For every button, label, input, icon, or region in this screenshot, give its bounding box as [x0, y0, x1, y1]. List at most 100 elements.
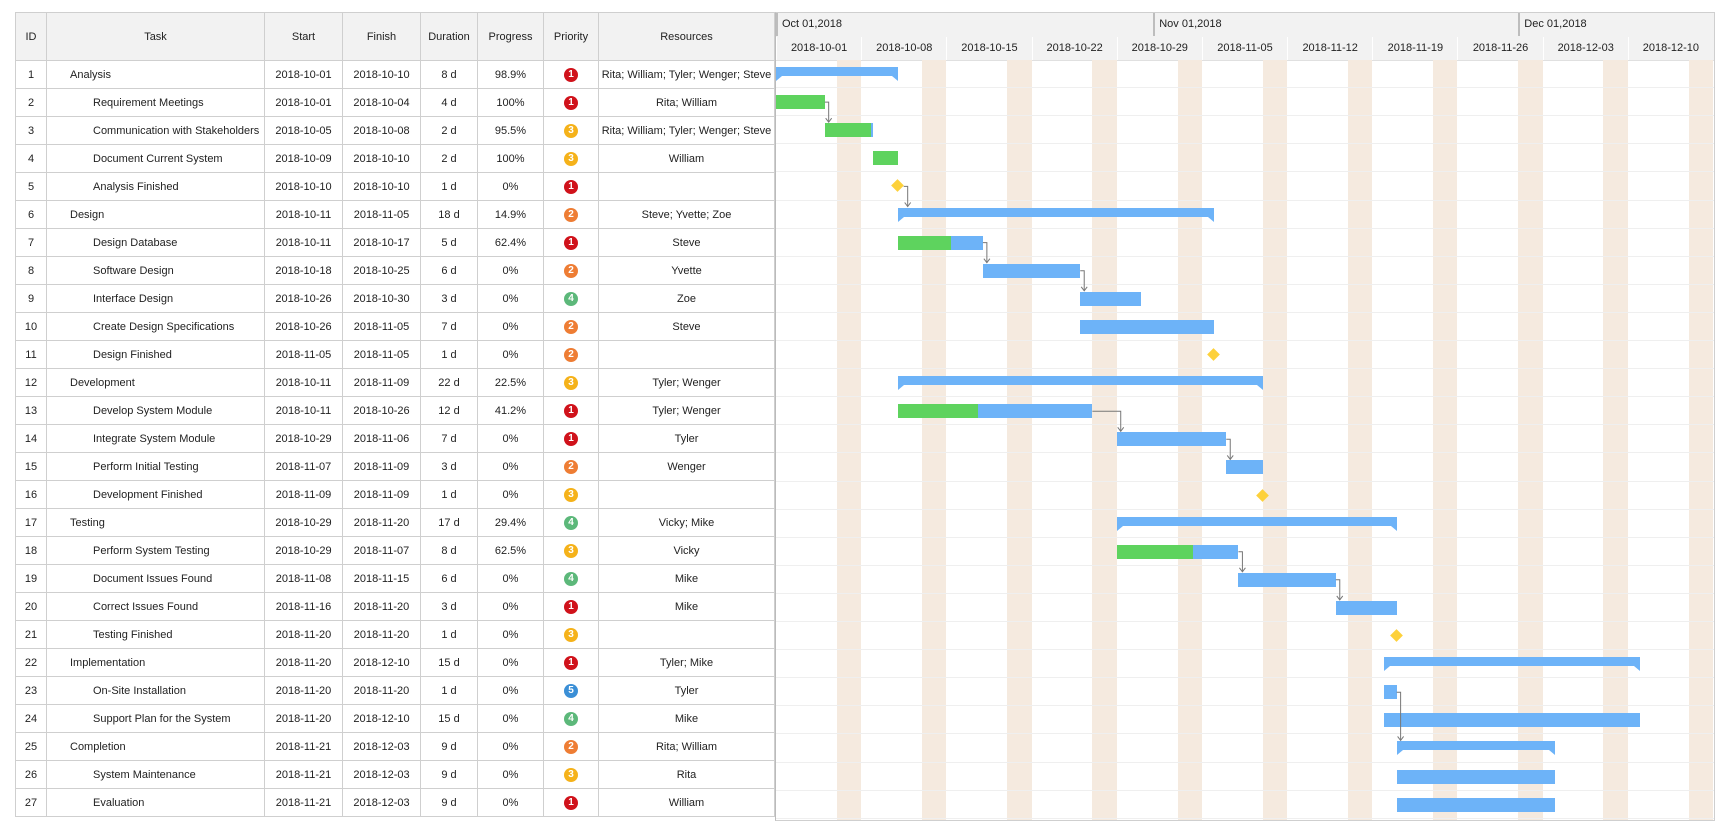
cell-task[interactable]: Development — [46, 368, 265, 397]
cell-resources[interactable] — [598, 172, 775, 201]
cell-start[interactable]: 2018-11-20 — [264, 704, 343, 733]
cell-finish[interactable]: 2018-11-20 — [342, 508, 421, 537]
cell-duration[interactable]: 8 d — [420, 536, 478, 565]
cell-duration[interactable]: 12 d — [420, 396, 478, 425]
cell-duration[interactable]: 7 d — [420, 424, 478, 453]
cell-start[interactable]: 2018-10-18 — [264, 256, 343, 285]
cell-resources[interactable]: William — [598, 144, 775, 173]
cell-priority[interactable]: 3 — [543, 480, 599, 509]
cell-id[interactable]: 25 — [15, 732, 47, 761]
cell-progress[interactable]: 62.5% — [477, 536, 544, 565]
task-bar[interactable] — [1384, 713, 1640, 728]
cell-resources[interactable] — [598, 620, 775, 649]
cell-progress[interactable]: 0% — [477, 480, 544, 509]
cell-progress[interactable]: 22.5% — [477, 368, 544, 397]
cell-progress[interactable]: 0% — [477, 648, 544, 677]
cell-duration[interactable]: 18 d — [420, 200, 478, 229]
cell-start[interactable]: 2018-11-16 — [264, 592, 343, 621]
cell-start[interactable]: 2018-10-01 — [264, 60, 343, 89]
task-bar[interactable] — [1226, 460, 1263, 475]
cell-progress[interactable]: 62.4% — [477, 228, 544, 257]
cell-resources[interactable]: Vicky; Mike — [598, 508, 775, 537]
cell-duration[interactable]: 9 d — [420, 788, 478, 817]
task-bar[interactable] — [1116, 432, 1227, 447]
task-bar[interactable] — [873, 151, 898, 166]
cell-resources[interactable]: Rita; William; Tyler; Wenger; Steve — [598, 60, 775, 89]
task-bar[interactable] — [1384, 685, 1397, 700]
cell-id[interactable]: 15 — [15, 452, 47, 481]
cell-duration[interactable]: 15 d — [420, 648, 478, 677]
cell-finish[interactable]: 2018-12-03 — [342, 788, 421, 817]
cell-duration[interactable]: 1 d — [420, 620, 478, 649]
cell-progress[interactable]: 0% — [477, 452, 544, 481]
cell-finish[interactable]: 2018-11-05 — [342, 200, 421, 229]
table-row[interactable]: 25 Completion 2018-11-21 2018-12-03 9 d 0% 2 Ri… — [15, 732, 775, 761]
summary-bar[interactable] — [1384, 657, 1640, 672]
cell-finish[interactable]: 2018-11-09 — [342, 480, 421, 509]
cell-priority[interactable]: 2 — [543, 452, 599, 481]
cell-priority[interactable]: 4 — [543, 508, 599, 537]
table-row[interactable]: 3 Communication with Stakeholders 2018-10-… — [15, 116, 775, 145]
cell-task[interactable]: Development Finished — [46, 480, 265, 509]
table-row[interactable]: 18 Perform System Testing 2018-10-29 2018-1… — [15, 536, 775, 565]
column-header-task[interactable]: Task — [46, 12, 265, 61]
cell-resources[interactable]: Zoe — [598, 284, 775, 313]
cell-duration[interactable]: 6 d — [420, 256, 478, 285]
cell-task[interactable]: Design Finished — [46, 340, 265, 369]
column-header-resources[interactable]: Resources — [598, 12, 775, 61]
cell-finish[interactable]: 2018-12-03 — [342, 732, 421, 761]
cell-resources[interactable]: Steve — [598, 312, 775, 341]
task-bar[interactable] — [1238, 572, 1336, 587]
cell-id[interactable]: 10 — [15, 312, 47, 341]
cell-start[interactable]: 2018-10-11 — [264, 396, 343, 425]
cell-start[interactable]: 2018-10-11 — [264, 228, 343, 257]
cell-task[interactable]: Implementation — [46, 648, 265, 677]
cell-priority[interactable]: 1 — [543, 228, 599, 257]
cell-finish[interactable]: 2018-10-08 — [342, 116, 421, 145]
cell-priority[interactable]: 3 — [543, 144, 599, 173]
cell-finish[interactable]: 2018-11-20 — [342, 620, 421, 649]
task-bar[interactable] — [1116, 544, 1239, 559]
cell-resources[interactable] — [598, 480, 775, 509]
cell-id[interactable]: 27 — [15, 788, 47, 817]
cell-priority[interactable]: 2 — [543, 732, 599, 761]
cell-start[interactable]: 2018-11-21 — [264, 732, 343, 761]
column-header-start[interactable]: Start — [264, 12, 343, 61]
cell-priority[interactable]: 4 — [543, 564, 599, 593]
cell-priority[interactable]: 4 — [543, 284, 599, 313]
cell-task[interactable]: Testing Finished — [46, 620, 265, 649]
cell-task[interactable]: Document Current System — [46, 144, 265, 173]
cell-task[interactable]: Create Design Specifications — [46, 312, 265, 341]
table-row[interactable]: 17 Testing 2018-10-29 2018-11-20 17 d 29.4% 4 V… — [15, 508, 775, 537]
cell-id[interactable]: 11 — [15, 340, 47, 369]
cell-start[interactable]: 2018-10-29 — [264, 536, 343, 565]
cell-duration[interactable]: 5 d — [420, 228, 478, 257]
cell-progress[interactable]: 0% — [477, 312, 544, 341]
cell-task[interactable]: Design — [46, 200, 265, 229]
cell-task[interactable]: Correct Issues Found — [46, 592, 265, 621]
cell-start[interactable]: 2018-10-01 — [264, 88, 343, 117]
cell-priority[interactable]: 4 — [543, 704, 599, 733]
cell-finish[interactable]: 2018-12-10 — [342, 648, 421, 677]
cell-start[interactable]: 2018-11-07 — [264, 452, 343, 481]
cell-id[interactable]: 2 — [15, 88, 47, 117]
cell-start[interactable]: 2018-11-20 — [264, 648, 343, 677]
cell-duration[interactable]: 1 d — [420, 172, 478, 201]
column-header-finish[interactable]: Finish — [342, 12, 421, 61]
cell-start[interactable]: 2018-11-20 — [264, 620, 343, 649]
cell-task[interactable]: Evaluation — [46, 788, 265, 817]
cell-resources[interactable]: Tyler — [598, 676, 775, 705]
cell-task[interactable]: Communication with Stakeholders — [46, 116, 265, 145]
cell-duration[interactable]: 9 d — [420, 732, 478, 761]
task-bar[interactable] — [776, 95, 825, 110]
table-row[interactable]: 5 Analysis Finished 2018-10-10 2018-10-10 1 … — [15, 172, 775, 201]
cell-duration[interactable]: 3 d — [420, 592, 478, 621]
cell-resources[interactable]: Steve — [598, 228, 775, 257]
cell-id[interactable]: 22 — [15, 648, 47, 677]
cell-start[interactable]: 2018-10-29 — [264, 508, 343, 537]
cell-resources[interactable]: Tyler; Wenger — [598, 396, 775, 425]
cell-duration[interactable]: 7 d — [420, 312, 478, 341]
cell-finish[interactable]: 2018-10-10 — [342, 60, 421, 89]
cell-priority[interactable]: 2 — [543, 200, 599, 229]
cell-progress[interactable]: 0% — [477, 592, 544, 621]
